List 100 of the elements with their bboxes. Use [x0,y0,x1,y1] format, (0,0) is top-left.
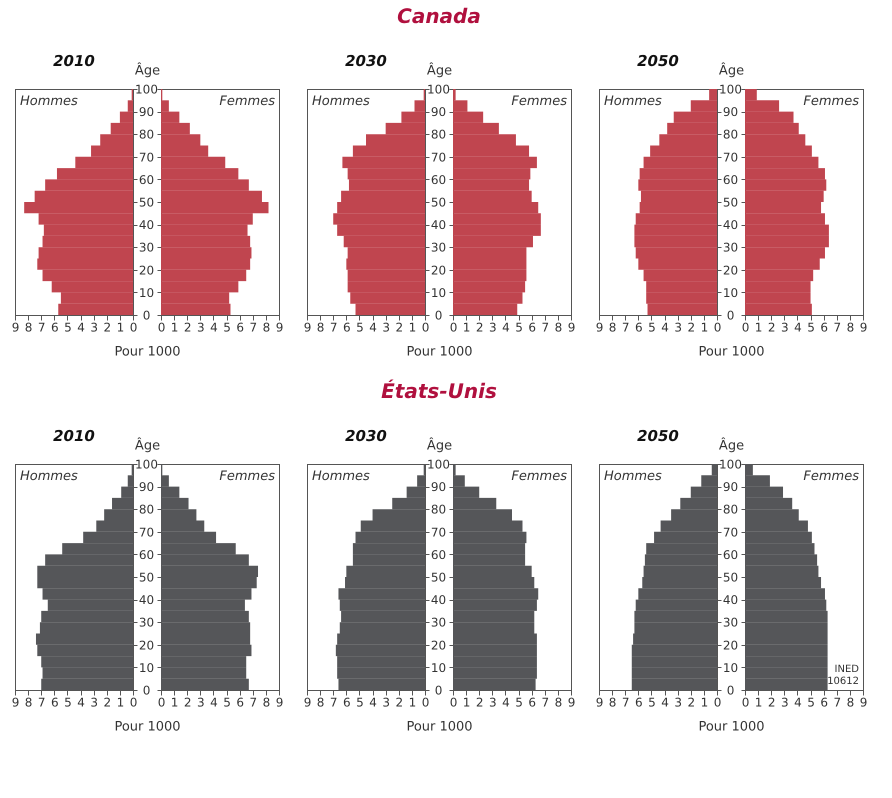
x-axis-title: Pour 1000 [406,720,473,734]
x-tick-label: 8 [262,320,270,334]
y-tick-label: 100 [719,82,742,96]
y-tick-label: 40 [138,218,154,232]
x-tick-label: 1 [754,320,762,334]
x-tick-label: 3 [674,696,682,710]
y-tick-label: 10 [138,286,154,300]
y-tick-label: 20 [138,638,154,652]
x-tick-label: 3 [489,320,497,334]
y-tick-label: 90 [722,480,738,494]
y-axis-title: Âge [718,436,744,454]
x-tick-label: 1 [116,320,124,334]
x-tick-label: 8 [608,320,616,334]
x-tick-label: 5 [807,696,815,710]
x-tick-label: 2 [687,320,696,334]
y-tick-label: 30 [138,240,154,255]
x-tick-label: 5 [807,320,815,334]
y-tick-label: 60 [722,172,738,187]
x-tick-label: 6 [820,320,828,334]
x-tick-label: 4 [369,320,377,334]
y-tick-label: 50 [138,196,154,210]
y-tick-label: 50 [430,196,446,210]
y-tick-label: 0 [726,308,734,322]
x-tick-label: 6 [51,696,59,710]
y-axis-title: Âge [426,62,452,78]
y-tick-label: 90 [430,480,446,494]
y-tick-label: 70 [138,525,154,540]
y-tick-label: 10 [722,286,738,300]
x-tick-label: 6 [528,696,536,710]
x-tick-label: 4 [369,696,377,710]
x-tick-label: 7 [249,696,258,710]
x-tick-label: 6 [236,320,244,334]
x-tick-label: 5 [356,320,364,334]
x-tick-label: 4 [502,696,510,710]
x-tick-label: 3 [197,320,205,334]
y-tick-label: 30 [138,616,154,630]
x-tick-label: 4 [794,696,802,710]
x-tick-label: 1 [170,320,178,334]
x-tick-label: 3 [382,320,390,334]
x-tick-label: 6 [343,696,351,710]
x-axis-title: Pour 1000 [114,720,181,734]
y-tick-label: 10 [430,286,446,300]
y-tick-label: 0 [434,684,442,698]
x-tick-label: 8 [554,320,562,334]
y-tick-label: 80 [430,128,446,142]
y-tick-label: 90 [138,105,154,120]
y-tick-label: 0 [434,308,442,322]
annotation: Hommes [604,469,662,484]
x-tick-label: 7 [38,320,46,334]
y-tick-label: 20 [430,638,446,652]
annotation: Femmes [803,94,860,109]
x-tick-label: 8 [24,320,32,334]
x-tick-label: 3 [90,320,98,334]
x-tick-label: 5 [64,696,72,710]
x-tick-label: 8 [608,696,616,710]
x-tick-label: 1 [462,320,470,334]
annotation: Hommes [312,469,370,484]
x-tick-label: 2 [768,320,776,334]
x-tick-label: 4 [77,696,85,710]
x-tick-label: 2 [184,696,192,710]
x-tick-label: 5 [356,696,364,710]
x-tick-label: 1 [754,696,762,710]
y-tick-label: 40 [138,593,154,608]
y-tick-label: 20 [722,638,738,652]
x-tick-label: 7 [541,320,550,334]
y-tick-label: 30 [430,616,446,630]
chart-subtitle: 2050 [637,52,679,70]
x-tick-label: 5 [648,320,656,334]
x-axis-title: Pour 1000 [698,720,765,734]
chart-title: États-Unis [381,379,497,403]
y-tick-label: 50 [722,196,738,210]
x-tick-label: 5 [64,320,72,334]
y-tick-label: 0 [142,308,150,322]
x-axis-title: Pour 1000 [698,344,765,360]
x-tick-label: 9 [568,696,576,710]
x-tick-label: 3 [382,696,390,710]
x-tick-label: 3 [781,320,789,334]
x-tick-label: 9 [12,320,20,334]
x-tick-label: 3 [489,696,497,710]
y-tick-label: 100 [427,82,450,96]
y-tick-label: 80 [138,502,154,517]
y-tick-label: 20 [430,263,446,278]
y-tick-label: 60 [138,172,154,187]
annotation: Hommes [20,469,78,484]
y-tick-label: 70 [430,525,446,540]
x-tick-label: 5 [223,320,231,334]
chart-subtitle: 2010 [53,427,95,445]
y-tick-label: 60 [430,172,446,187]
x-tick-label: 8 [24,696,32,710]
annotation: INED 10612 [827,664,860,687]
annotation: Hommes [604,94,662,109]
x-tick-label: 4 [210,696,218,710]
chart-subtitle: 2050 [637,427,679,445]
x-tick-label: 9 [304,320,312,334]
x-tick-label: 5 [515,696,523,710]
x-tick-label: 5 [515,320,523,334]
x-tick-label: 2 [395,320,404,334]
y-tick-label: 70 [722,150,738,164]
y-tick-label: 0 [142,684,150,698]
x-tick-label: 1 [700,696,708,710]
